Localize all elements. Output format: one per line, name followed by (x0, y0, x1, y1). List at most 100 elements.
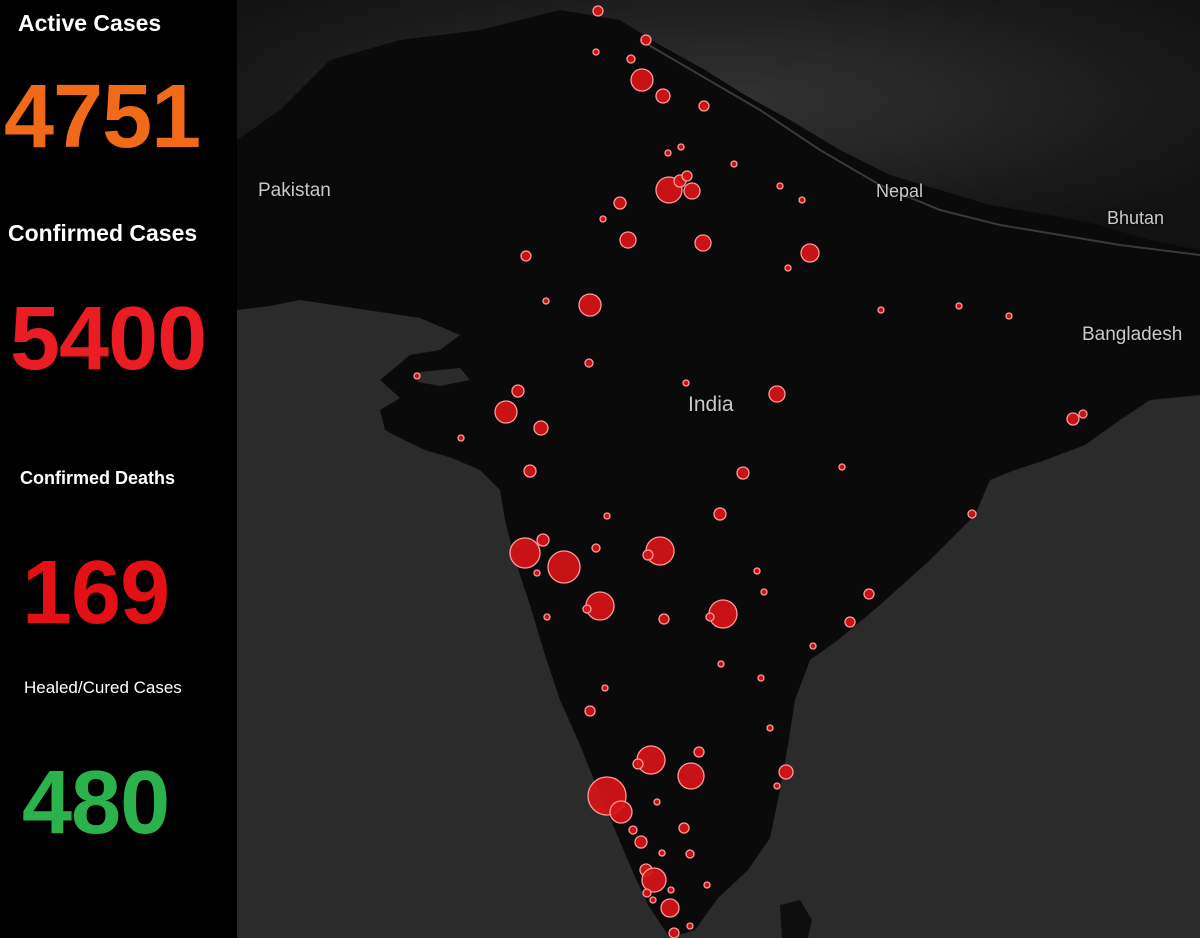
case-marker[interactable] (717, 660, 725, 668)
case-marker[interactable] (1005, 312, 1013, 320)
case-marker[interactable] (603, 512, 611, 520)
case-marker[interactable] (584, 705, 596, 717)
case-marker[interactable] (760, 588, 768, 596)
case-marker[interactable] (536, 533, 550, 547)
case-marker[interactable] (736, 466, 750, 480)
case-marker[interactable] (681, 170, 693, 182)
case-marker[interactable] (698, 100, 710, 112)
case-marker[interactable] (494, 400, 518, 424)
case-marker[interactable] (800, 243, 820, 263)
case-marker[interactable] (584, 358, 594, 368)
confirmed-cases-label: Confirmed Cases (8, 220, 198, 246)
case-marker[interactable] (511, 384, 525, 398)
india-map[interactable]: Pakistan Nepal Bhutan Bangladesh India (237, 0, 1200, 938)
bangladesh-label: Bangladesh (1082, 324, 1183, 345)
case-marker[interactable] (413, 372, 421, 380)
case-marker[interactable] (809, 642, 817, 650)
case-marker[interactable] (642, 549, 654, 561)
healed-cases-label: Healed/Cured Cases (24, 678, 182, 697)
active-cases-value: 4751 (4, 67, 201, 167)
case-marker[interactable] (682, 379, 690, 387)
case-marker[interactable] (601, 684, 609, 692)
case-marker[interactable] (457, 434, 465, 442)
case-marker[interactable] (1066, 412, 1080, 426)
case-marker[interactable] (630, 68, 654, 92)
case-marker[interactable] (730, 160, 738, 168)
confirmed-deaths-value: 169 (22, 543, 170, 643)
case-marker[interactable] (967, 509, 977, 519)
case-marker[interactable] (773, 782, 781, 790)
case-marker[interactable] (591, 543, 601, 553)
case-marker[interactable] (798, 196, 806, 204)
land-mass (237, 0, 1200, 938)
case-marker[interactable] (626, 54, 636, 64)
case-marker[interactable] (509, 537, 541, 569)
case-marker[interactable] (677, 762, 705, 790)
case-marker[interactable] (619, 231, 637, 249)
case-marker[interactable] (677, 143, 685, 151)
case-marker[interactable] (655, 88, 671, 104)
case-marker[interactable] (599, 215, 607, 223)
case-marker[interactable] (778, 764, 794, 780)
case-marker[interactable] (877, 306, 885, 314)
case-marker[interactable] (547, 550, 581, 584)
case-marker[interactable] (668, 927, 680, 938)
case-marker[interactable] (784, 264, 792, 272)
case-marker[interactable] (694, 234, 712, 252)
case-marker[interactable] (664, 149, 672, 157)
case-marker[interactable] (533, 420, 549, 436)
map-canvas (237, 0, 1200, 938)
stats-sidebar: Active Cases 4751 Confirmed Cases 5400 C… (0, 0, 237, 938)
case-marker[interactable] (520, 250, 532, 262)
case-marker[interactable] (642, 888, 652, 898)
case-marker[interactable] (533, 569, 541, 577)
confirmed-deaths-label: Confirmed Deaths (20, 468, 176, 488)
confirmed-cases-value: 5400 (10, 289, 207, 389)
bhutan-label: Bhutan (1107, 208, 1165, 228)
case-marker[interactable] (766, 724, 774, 732)
case-marker[interactable] (660, 898, 680, 918)
case-marker[interactable] (542, 297, 550, 305)
himalaya-relief (237, 0, 1200, 250)
case-marker[interactable] (753, 567, 761, 575)
case-marker[interactable] (658, 613, 670, 625)
case-marker[interactable] (523, 464, 537, 478)
pakistan-label: Pakistan (258, 180, 331, 201)
case-marker[interactable] (653, 798, 661, 806)
case-marker[interactable] (685, 849, 695, 859)
case-marker[interactable] (641, 867, 667, 893)
case-marker[interactable] (838, 463, 846, 471)
active-cases-label: Active Cases (18, 10, 162, 36)
healed-cases-value: 480 (22, 753, 170, 853)
case-marker[interactable] (713, 507, 727, 521)
case-marker[interactable] (658, 849, 666, 857)
case-marker[interactable] (776, 182, 784, 190)
case-marker[interactable] (768, 385, 786, 403)
case-marker[interactable] (634, 835, 648, 849)
case-marker[interactable] (578, 293, 602, 317)
case-marker[interactable] (582, 604, 592, 614)
case-marker[interactable] (640, 34, 652, 46)
case-marker[interactable] (703, 881, 711, 889)
case-marker[interactable] (1078, 409, 1088, 419)
case-marker[interactable] (543, 613, 551, 621)
case-marker[interactable] (609, 800, 633, 824)
case-marker[interactable] (632, 758, 644, 770)
case-marker[interactable] (667, 886, 675, 894)
case-marker[interactable] (686, 922, 694, 930)
case-marker[interactable] (678, 822, 690, 834)
case-markers (413, 5, 1088, 938)
case-marker[interactable] (649, 896, 657, 904)
case-marker[interactable] (592, 48, 600, 56)
case-marker[interactable] (628, 825, 638, 835)
case-marker[interactable] (844, 616, 856, 628)
case-marker[interactable] (592, 5, 604, 17)
case-marker[interactable] (955, 302, 963, 310)
case-marker[interactable] (613, 196, 627, 210)
case-marker[interactable] (683, 182, 701, 200)
case-marker[interactable] (705, 612, 715, 622)
case-marker[interactable] (757, 674, 765, 682)
case-marker[interactable] (863, 588, 875, 600)
india-label: India (688, 393, 734, 416)
case-marker[interactable] (693, 746, 705, 758)
